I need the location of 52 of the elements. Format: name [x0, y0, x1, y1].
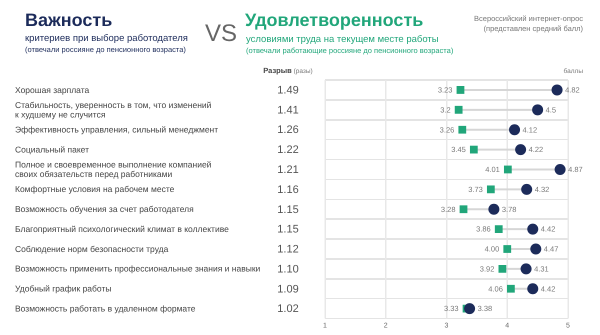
text: 1.09 — [277, 283, 299, 296]
text: 1.16 — [277, 184, 299, 196]
point — [456, 86, 464, 94]
y-tick-label: Социальный пакет — [15, 144, 90, 154]
point — [488, 204, 500, 215]
text: 1.15 — [277, 204, 299, 216]
point — [486, 185, 495, 194]
y-tick-label: Возможность работать в удаленном формате — [15, 304, 196, 314]
point — [507, 284, 515, 293]
text: 1.49 — [277, 84, 299, 96]
text: условиями труда на текущем месте работы — [246, 34, 439, 45]
point — [527, 224, 538, 235]
text: 1.10 — [277, 263, 299, 276]
y-tick-label: Стабильность, уверенность в том, что изменений к худшему не случится — [15, 100, 212, 120]
point — [530, 244, 542, 255]
y-tick-label: Эффективность управления, сильный менеджмент — [15, 124, 218, 135]
point — [494, 225, 503, 234]
y-tick-label: Комфортные условия на рабочем месте — [15, 184, 175, 194]
y-tick-label: Возможность обучения за счет работодателя — [15, 204, 194, 214]
y-tick-label: Хорошая зарплата — [15, 84, 90, 95]
text: 1.22 — [277, 144, 299, 156]
y-tick-label: Соблюдение норм безопасности труда — [15, 244, 169, 254]
text: 1.21 — [277, 164, 299, 176]
point — [454, 106, 463, 114]
point — [464, 303, 476, 314]
text: 1.12 — [277, 244, 299, 256]
text: критериев при выборе работодателя — [25, 33, 188, 44]
text: Важность — [25, 10, 112, 31]
point — [509, 124, 520, 136]
point — [458, 126, 466, 134]
point — [498, 265, 506, 273]
point — [552, 84, 563, 96]
y-tick-label: Благоприятный психологический климат в коллективе — [15, 224, 230, 234]
text: 1.15 — [277, 224, 299, 236]
point — [460, 205, 468, 214]
point — [515, 144, 526, 156]
y-tick-label: Полное и своевременное выполнение компанией своих обязательств перед работниками — [15, 160, 212, 180]
text: 1.41 — [277, 104, 299, 116]
text: 1.26 — [277, 124, 299, 136]
point — [532, 104, 544, 116]
point — [527, 283, 538, 294]
text: VS — [205, 20, 238, 48]
y-tick-label: Удобный график работы — [15, 284, 112, 294]
point — [504, 166, 512, 174]
point — [470, 146, 478, 154]
text: Удовлетворенность — [245, 10, 424, 31]
point — [521, 184, 532, 195]
point — [520, 263, 532, 274]
point — [554, 164, 566, 175]
text: 1.02 — [277, 303, 299, 316]
point — [503, 245, 512, 253]
y-tick-label: Возможность применить профессиональные знания и навыки — [15, 264, 261, 274]
